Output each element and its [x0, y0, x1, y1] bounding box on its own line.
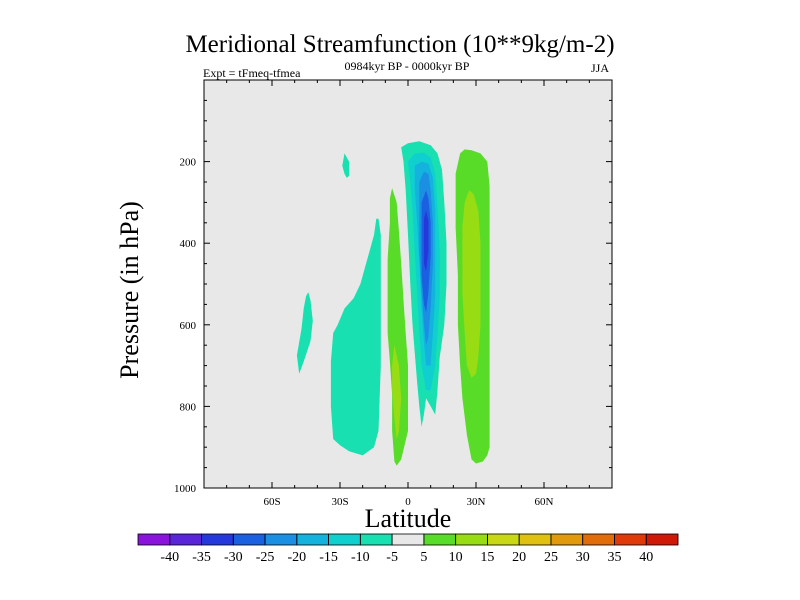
x-tick-label: 30S: [331, 496, 348, 508]
colorbar-label: 15: [480, 550, 494, 565]
colorbar-label: -25: [256, 550, 275, 565]
colorbar-label: 35: [607, 550, 621, 565]
colorbar-label: -30: [224, 550, 243, 565]
colorbar-box: [296, 534, 329, 545]
colorbar-box: [519, 534, 552, 545]
x-tick-label: 60N: [535, 496, 554, 508]
contour-region-12: [462, 190, 481, 378]
x-axis-label: Latitude: [365, 504, 452, 533]
colorbar: -40 -35 -30 -25 -20 -15 -10 -5 5 10 15 20 25 30 35 40: [137, 533, 679, 565]
colorbar-box: [423, 534, 456, 545]
colorbar-label: 10: [449, 550, 463, 565]
colorbar-label: -15: [319, 550, 338, 565]
colorbar-box: [455, 534, 488, 545]
colorbar-label: 20: [512, 550, 526, 565]
colorbar-label: 30: [576, 550, 590, 565]
chart-subtitle-center: 0984kyr BP - 0000kyr BP: [345, 59, 470, 73]
colorbar-label: -35: [192, 550, 211, 565]
y-tick-label: 200: [180, 157, 197, 169]
colorbar-label: 25: [544, 550, 558, 565]
colorbar-box: [138, 534, 171, 545]
y-tick-label: 400: [180, 238, 197, 250]
x-tick-label: 60S: [263, 496, 280, 508]
chart-subtitle-left: Expt = tFmeq-tfmea: [203, 66, 301, 80]
contour-regions: [296, 141, 490, 466]
contour-region-0: [296, 292, 313, 374]
colorbar-box: [392, 534, 425, 545]
colorbar-label: -5: [386, 550, 398, 565]
colorbar-label: -40: [160, 550, 179, 565]
chart-subtitle-right: JJA: [591, 61, 609, 75]
colorbar-box: [328, 534, 361, 545]
colorbar-box: [646, 534, 679, 545]
colorbar-box: [169, 534, 202, 545]
x-tick-label: 0: [405, 496, 411, 508]
colorbar-label: 5: [420, 550, 427, 565]
colorbar-label: 40: [639, 550, 653, 565]
colorbar-box: [233, 534, 266, 545]
colorbar-box: [265, 534, 298, 545]
colorbar-box: [487, 534, 520, 545]
y-axis-label: Pressure (in hPa): [115, 201, 144, 379]
colorbar-box: [614, 534, 647, 545]
y-tick-label: 600: [180, 320, 197, 332]
contour-region-4: [392, 345, 402, 439]
contour-region-10: [423, 210, 429, 272]
colorbar-box: [360, 534, 393, 545]
y-tick-label: 800: [180, 401, 197, 413]
colorbar-box: [550, 534, 583, 545]
colorbar-label: -10: [351, 550, 370, 565]
x-tick-label: 30N: [467, 496, 486, 508]
colorbar-box: [201, 534, 234, 545]
y-tick-label: 1000: [174, 483, 197, 495]
contour-region-1: [342, 153, 350, 178]
chart-title: Meridional Streamfunction (10**9kg/m-2): [185, 31, 614, 58]
contour-region-2: [330, 218, 381, 456]
colorbar-box: [582, 534, 615, 545]
colorbar-label: -20: [287, 550, 306, 565]
colorbar-box-outline: [645, 533, 679, 546]
plot-frame: [203, 79, 613, 489]
